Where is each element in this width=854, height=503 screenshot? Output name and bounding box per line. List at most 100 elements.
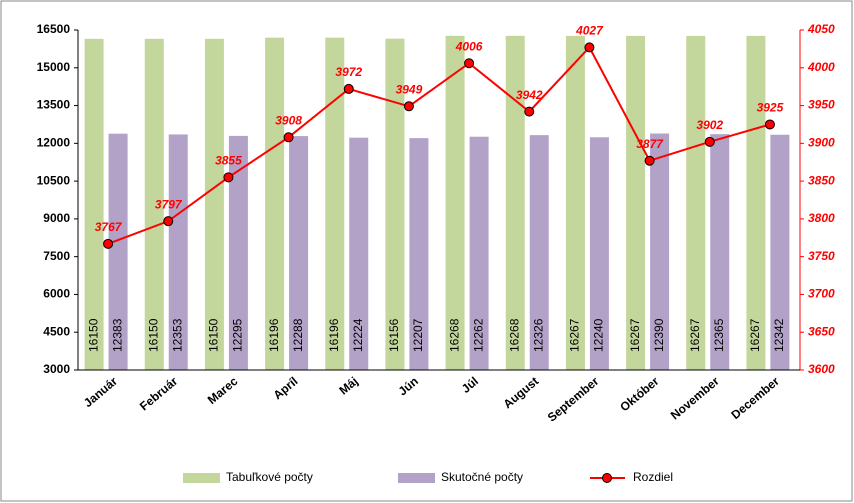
bar	[84, 38, 104, 370]
bar	[469, 136, 489, 370]
line-point	[403, 101, 414, 112]
line-point	[464, 58, 475, 69]
bar	[409, 138, 429, 370]
line-point	[704, 136, 715, 147]
y2-tick-label: 3900	[808, 136, 835, 150]
legend-marker	[602, 473, 612, 483]
legend-label: Skutočné počty	[441, 470, 523, 484]
y-tick-label: 13500	[37, 98, 71, 112]
line-point	[283, 132, 294, 143]
bar	[746, 35, 766, 370]
line-label: 3908	[275, 113, 302, 127]
bar-label: 12288	[291, 318, 305, 352]
y-tick-label: 12000	[37, 136, 71, 150]
y-tick-label: 6000	[43, 287, 70, 301]
bar	[228, 135, 248, 370]
y-tick-label: 9000	[43, 211, 70, 225]
bar-label: 16268	[507, 318, 521, 352]
bar	[589, 137, 609, 370]
bar	[710, 134, 730, 370]
bar-label: 12353	[170, 318, 184, 352]
bar-label: 16196	[327, 318, 341, 352]
y-tick-label: 4500	[43, 324, 70, 338]
line-label: 3797	[155, 197, 183, 211]
bar-label: 16150	[146, 318, 160, 352]
bar-label: 12262	[471, 318, 485, 352]
line-point	[584, 42, 595, 53]
y2-tick-label: 3600	[808, 362, 835, 376]
y2-tick-label: 3750	[808, 249, 835, 263]
line-point	[163, 216, 174, 227]
bar-label: 16150	[207, 318, 221, 352]
y2-tick-label: 3650	[808, 324, 835, 338]
y2-tick-label: 3950	[808, 98, 835, 112]
bar-label: 12295	[231, 318, 245, 352]
y-tick-label: 3000	[43, 362, 70, 376]
bar	[445, 35, 465, 371]
line-label: 3942	[516, 88, 543, 102]
bar	[144, 38, 164, 370]
bar-label: 12326	[531, 318, 545, 352]
y2-tick-label: 3800	[808, 211, 835, 225]
bar	[650, 133, 670, 370]
y2-tick-label: 4050	[807, 22, 835, 36]
bar	[325, 37, 345, 370]
bar-label: 12240	[592, 318, 606, 352]
legend-label: Rozdiel	[633, 470, 673, 484]
bar-label: 12342	[772, 318, 786, 352]
bar-label: 12207	[411, 318, 425, 352]
bar	[385, 38, 405, 371]
line-label: 3949	[396, 82, 423, 96]
line-label: 3902	[696, 118, 723, 132]
bar-label: 16156	[387, 318, 401, 352]
bar-label: 12390	[652, 318, 666, 352]
bar	[289, 136, 309, 370]
line-point	[343, 83, 354, 94]
bar-label: 16196	[267, 318, 281, 352]
bar-label: 16150	[86, 318, 100, 352]
y2-tick-label: 4000	[807, 60, 835, 74]
legend-label: Tabuľkové počty	[226, 470, 313, 484]
y2-tick-label: 3700	[808, 287, 835, 301]
bar-label: 16267	[628, 318, 642, 352]
line-label: 3855	[215, 154, 242, 168]
bar-label: 16267	[748, 318, 762, 352]
bar	[626, 35, 646, 370]
line-label: 3925	[757, 101, 784, 115]
line-label: 3877	[636, 137, 664, 151]
bar	[505, 35, 525, 371]
line-point	[524, 106, 535, 117]
y-tick-label: 7500	[43, 249, 70, 263]
bar	[204, 38, 224, 370]
bar-label: 12365	[712, 318, 726, 352]
y-tick-label: 16500	[37, 22, 71, 36]
bar-label: 12224	[351, 318, 365, 352]
legend-swatch	[398, 473, 435, 483]
line-point	[223, 172, 234, 183]
bar-label: 16268	[447, 318, 461, 352]
bar	[770, 134, 790, 370]
bar-label: 16267	[688, 318, 702, 352]
bar	[529, 135, 549, 370]
bar	[349, 137, 369, 370]
line-label: 3972	[335, 65, 362, 79]
line-label: 4006	[455, 39, 483, 53]
line-label: 3767	[95, 220, 123, 234]
line-label: 4027	[575, 24, 604, 38]
line	[107, 45, 771, 245]
bar	[265, 37, 285, 370]
line-point	[103, 238, 114, 249]
y-tick-label: 15000	[37, 60, 71, 74]
line-point	[644, 155, 655, 166]
y2-tick-label: 3850	[808, 173, 835, 187]
bar	[565, 35, 585, 370]
bar	[108, 133, 128, 370]
legend-swatch	[183, 473, 220, 483]
bar-label: 12383	[110, 318, 124, 352]
y-tick-label: 10500	[37, 173, 71, 187]
bar	[168, 134, 188, 370]
bar	[686, 35, 706, 370]
line-point	[764, 119, 775, 130]
bar-label: 16267	[568, 318, 582, 352]
